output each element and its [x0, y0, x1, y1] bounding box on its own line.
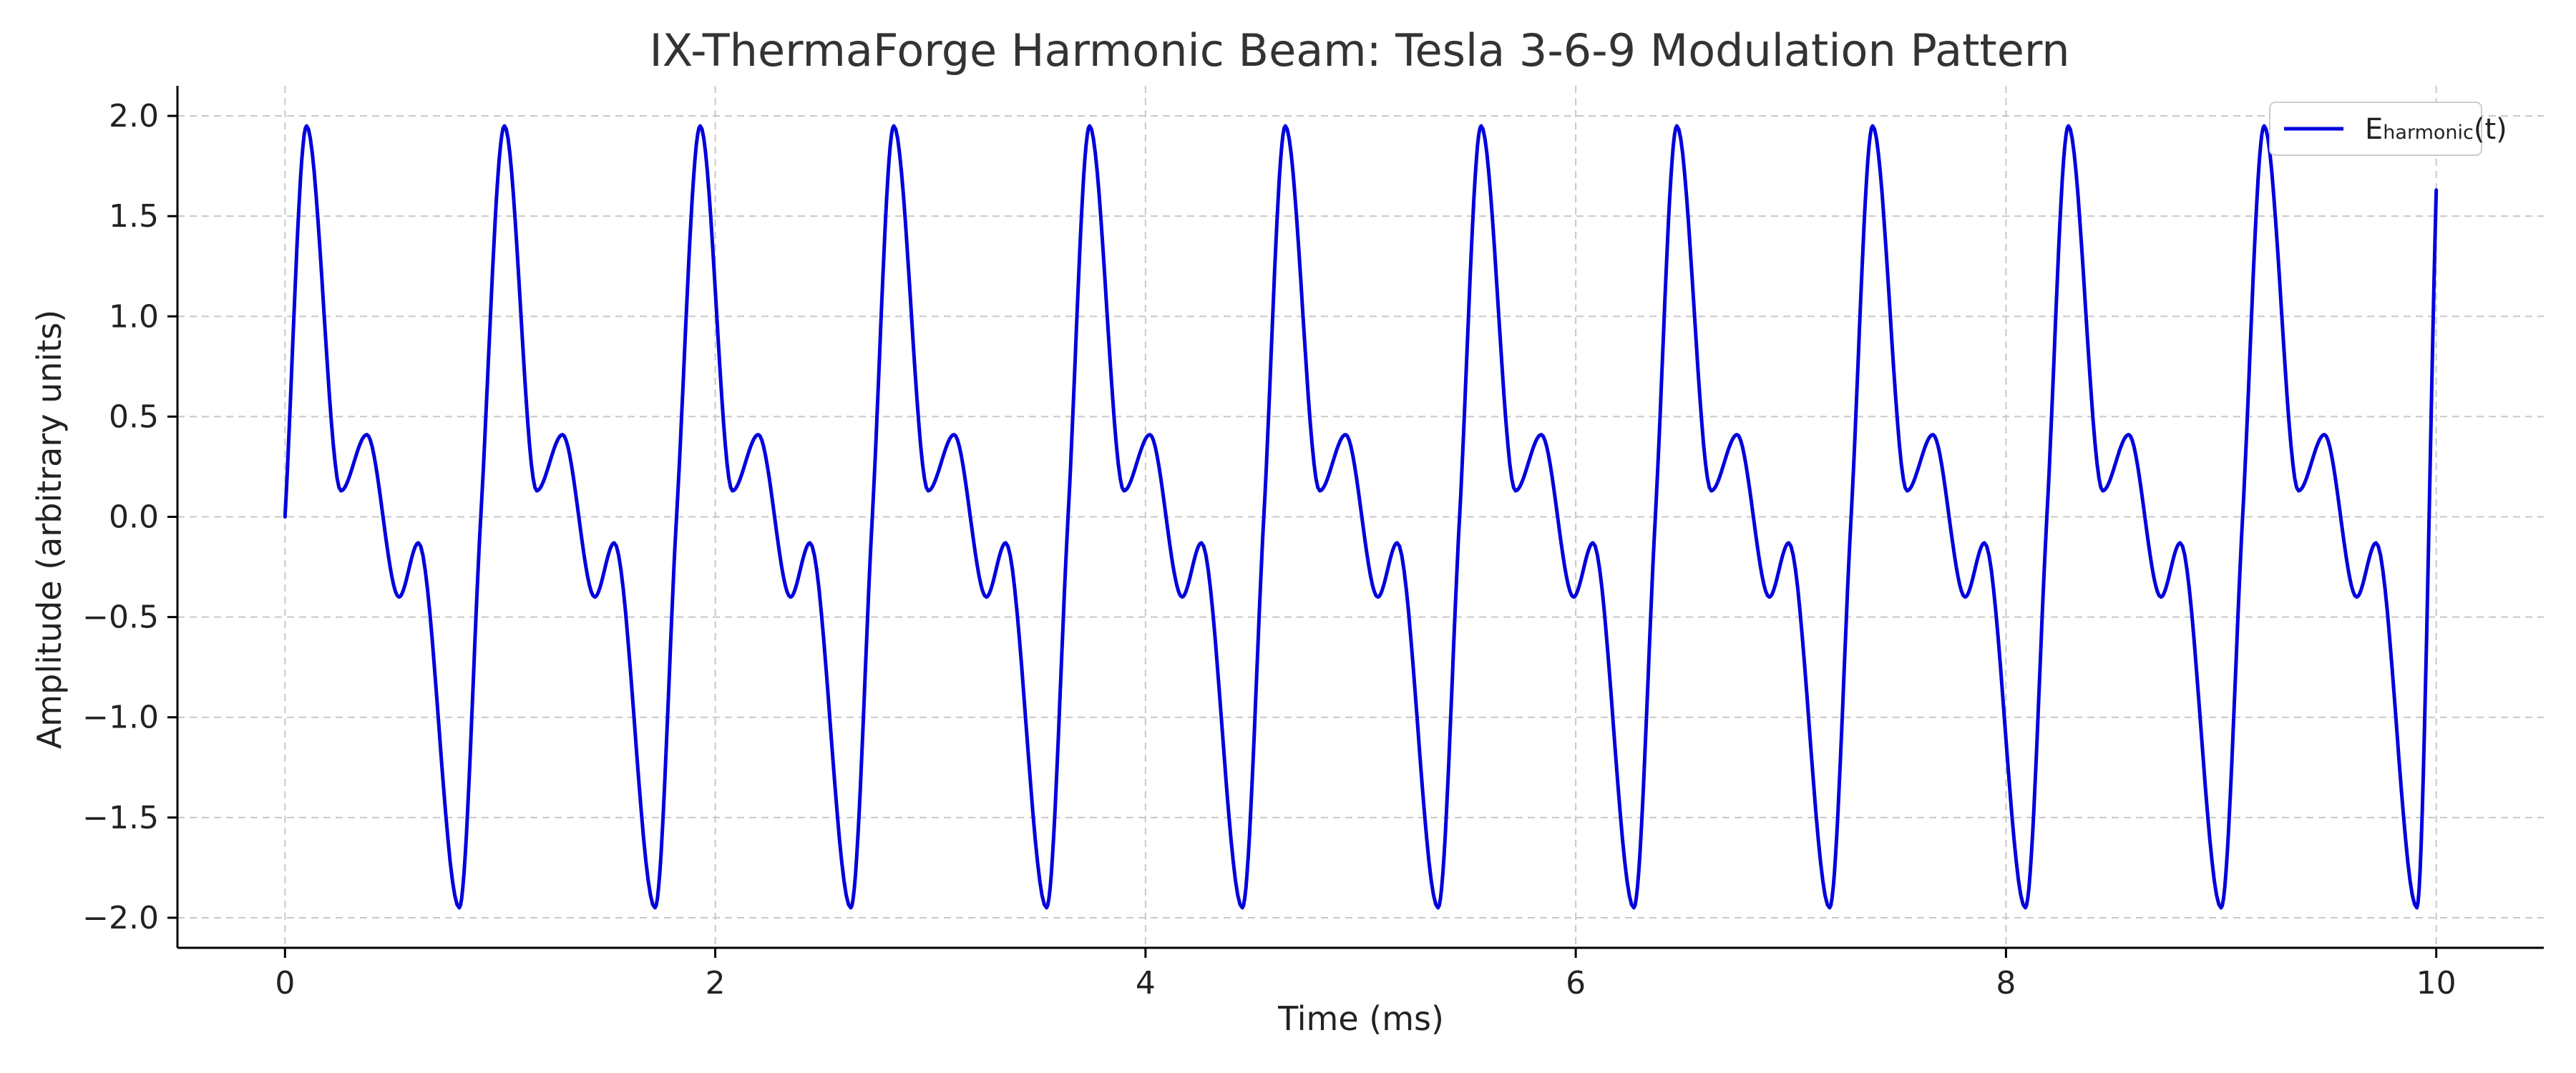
y-tick-label: −1.0	[82, 700, 159, 736]
y-tick-label: −1.5	[82, 800, 159, 836]
legend-entry-tail: (t)	[2474, 113, 2507, 146]
x-tick-label: 8	[1996, 965, 2016, 1001]
legend: Eharmonic(t)	[2269, 102, 2507, 156]
legend-box	[2269, 102, 2482, 156]
x-tick-label: 2	[706, 965, 726, 1001]
legend-entry-subscript: harmonic	[2383, 122, 2474, 144]
legend-entry-main: E	[2365, 113, 2383, 146]
chart-title: IX-ThermaForge Harmonic Beam: Tesla 3-6-…	[649, 24, 2069, 77]
legend-entry: Eharmonic(t)	[2365, 113, 2507, 146]
x-tick-label: 6	[1566, 965, 1586, 1001]
series-line-e-harmonic	[283, 124, 2439, 910]
y-tick-label: −2.0	[82, 900, 159, 936]
x-tick-label: 4	[1136, 965, 1156, 1001]
x-axis-label: Time (ms)	[1277, 999, 1444, 1038]
y-tick-label: 1.5	[109, 198, 159, 235]
y-tick-label: 0.5	[109, 398, 159, 435]
y-tick-label: 2.0	[109, 98, 159, 134]
y-axis-ticks: 2.0 1.5 1.0 0.5 0.0 −0.5 −1.0 −1.5 −2.0	[82, 98, 177, 936]
x-tick-label: 10	[2416, 965, 2457, 1001]
x-axis-ticks: 0 2 4 6 8 10	[275, 948, 2457, 1001]
y-tick-label: 0.0	[109, 499, 159, 536]
x-tick-label: 0	[275, 965, 295, 1001]
y-axis-label: Amplitude (arbitrary units)	[30, 310, 69, 749]
y-tick-label: −0.5	[82, 599, 159, 636]
y-tick-label: 1.0	[109, 298, 159, 335]
